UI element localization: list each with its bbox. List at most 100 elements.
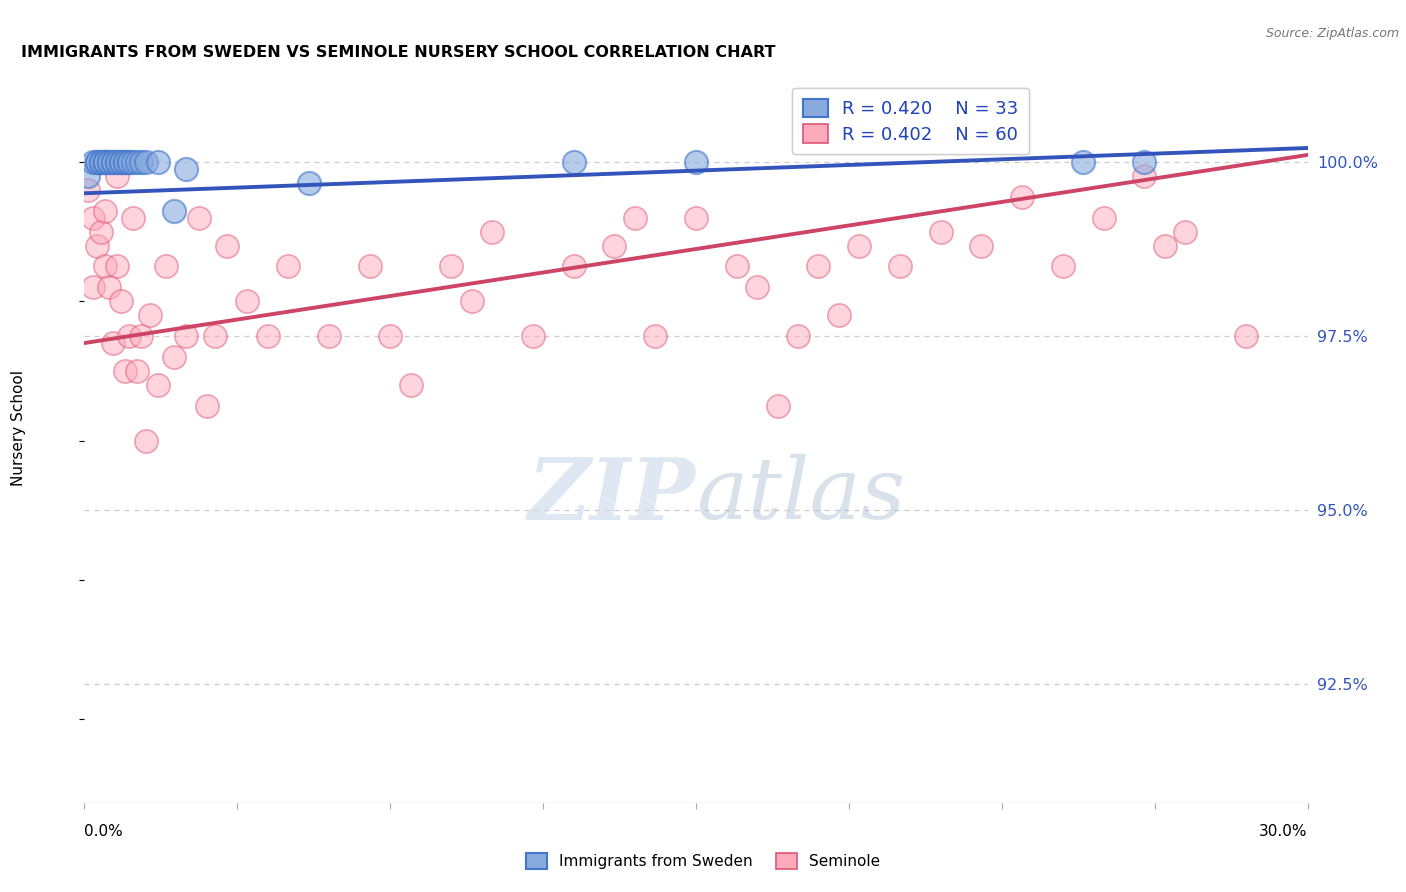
- Text: atlas: atlas: [696, 454, 905, 537]
- Point: [105, 260, 128, 274]
- Point: [1133, 169, 1156, 183]
- Point: [114, 364, 136, 378]
- Point: [122, 155, 145, 169]
- Point: [110, 155, 132, 169]
- Point: [644, 329, 666, 343]
- Point: [298, 176, 321, 190]
- Point: [97, 155, 120, 169]
- Text: ZIP: ZIP: [529, 454, 696, 537]
- Point: [93, 155, 117, 169]
- Point: [90, 155, 112, 169]
- Point: [86, 155, 108, 169]
- Point: [77, 169, 100, 183]
- Point: [380, 329, 402, 343]
- Point: [461, 294, 484, 309]
- Legend: R = 0.420    N = 33, R = 0.402    N = 60: R = 0.420 N = 33, R = 0.402 N = 60: [792, 87, 1029, 154]
- Point: [146, 377, 169, 392]
- Point: [848, 238, 870, 252]
- Point: [787, 329, 810, 343]
- Point: [138, 308, 160, 322]
- Point: [131, 155, 153, 169]
- Point: [440, 260, 463, 274]
- Point: [110, 294, 132, 309]
- Point: [82, 280, 104, 294]
- Text: 30.0%: 30.0%: [1260, 823, 1308, 838]
- Text: Nursery School: Nursery School: [11, 370, 25, 486]
- Point: [624, 211, 647, 225]
- Point: [603, 238, 626, 252]
- Point: [118, 329, 141, 343]
- Point: [118, 155, 141, 169]
- Point: [204, 329, 226, 343]
- Point: [970, 238, 993, 252]
- Point: [146, 155, 169, 169]
- Point: [318, 329, 340, 343]
- Point: [929, 225, 952, 239]
- Point: [110, 155, 132, 169]
- Point: [562, 260, 585, 274]
- Point: [1073, 155, 1095, 169]
- Point: [135, 155, 157, 169]
- Point: [114, 155, 136, 169]
- Point: [114, 155, 136, 169]
- Point: [257, 329, 280, 343]
- Point: [187, 211, 209, 225]
- Point: [155, 260, 177, 274]
- Point: [127, 155, 149, 169]
- Point: [97, 155, 120, 169]
- Point: [127, 364, 149, 378]
- Point: [828, 308, 851, 322]
- Point: [93, 155, 117, 169]
- Point: [725, 260, 748, 274]
- Point: [163, 350, 186, 364]
- Point: [195, 399, 218, 413]
- Point: [562, 155, 585, 169]
- Point: [101, 155, 124, 169]
- Point: [101, 336, 124, 351]
- Text: IMMIGRANTS FROM SWEDEN VS SEMINOLE NURSERY SCHOOL CORRELATION CHART: IMMIGRANTS FROM SWEDEN VS SEMINOLE NURSE…: [21, 45, 776, 60]
- Point: [889, 260, 911, 274]
- Text: 0.0%: 0.0%: [84, 823, 124, 838]
- Point: [807, 260, 830, 274]
- Point: [101, 155, 124, 169]
- Point: [481, 225, 503, 239]
- Legend: Immigrants from Sweden, Seminole: Immigrants from Sweden, Seminole: [519, 847, 887, 875]
- Point: [217, 238, 239, 252]
- Point: [82, 155, 104, 169]
- Point: [163, 203, 186, 218]
- Point: [135, 434, 157, 448]
- Point: [685, 155, 707, 169]
- Point: [1174, 225, 1197, 239]
- Point: [82, 211, 104, 225]
- Point: [122, 211, 145, 225]
- Point: [522, 329, 544, 343]
- Point: [176, 329, 198, 343]
- Point: [105, 169, 128, 183]
- Point: [77, 183, 100, 197]
- Point: [1154, 238, 1177, 252]
- Point: [1092, 211, 1115, 225]
- Point: [1133, 155, 1156, 169]
- Point: [90, 225, 112, 239]
- Point: [1011, 190, 1033, 204]
- Point: [93, 260, 117, 274]
- Text: Source: ZipAtlas.com: Source: ZipAtlas.com: [1265, 27, 1399, 40]
- Point: [236, 294, 259, 309]
- Point: [131, 329, 153, 343]
- Point: [105, 155, 128, 169]
- Point: [90, 155, 112, 169]
- Point: [86, 238, 108, 252]
- Point: [1052, 260, 1074, 274]
- Point: [93, 155, 117, 169]
- Point: [277, 260, 299, 274]
- Point: [118, 155, 141, 169]
- Point: [1236, 329, 1258, 343]
- Point: [105, 155, 128, 169]
- Point: [399, 377, 422, 392]
- Point: [747, 280, 769, 294]
- Point: [685, 211, 707, 225]
- Point: [176, 161, 198, 176]
- Point: [766, 399, 789, 413]
- Point: [93, 203, 117, 218]
- Point: [359, 260, 381, 274]
